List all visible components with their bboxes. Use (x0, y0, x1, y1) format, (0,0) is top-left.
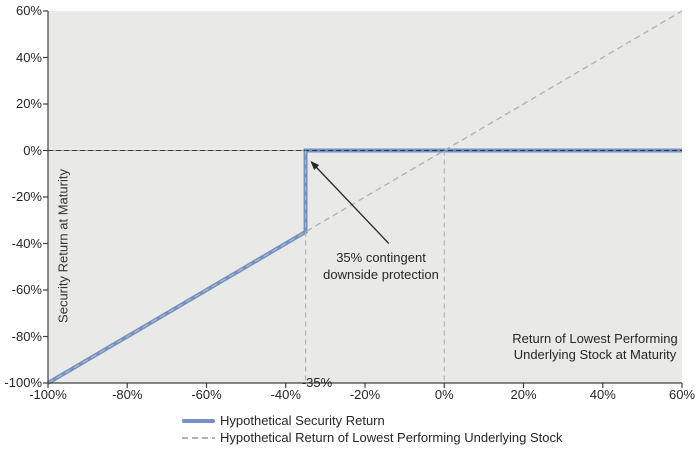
annotation-arrow (310, 161, 390, 244)
x-tick-label: 60% (668, 387, 696, 402)
annotation-line1: 35% contingent (336, 250, 426, 265)
y-tick-label: 40% (15, 49, 42, 65)
legend-swatch-solid-line-icon (182, 418, 215, 423)
y-tick-label: -40% (11, 235, 42, 251)
legend-item-security-return: Hypothetical Security Return (182, 412, 563, 429)
annotation-line2: downside protection (323, 267, 439, 282)
y-tick-label: -80% (11, 328, 42, 344)
x-axis-title-line2: Underlying Stock at Maturity (513, 347, 677, 362)
y-tick-label: 0% (23, 142, 42, 158)
x-tick-label: 20% (510, 387, 537, 402)
x-tick-label: 40% (589, 387, 616, 402)
y-tick-label: -100% (4, 375, 42, 390)
x-tick-label: -60% (191, 387, 222, 402)
legend: Hypothetical Security Return Hypothetica… (182, 412, 563, 446)
x-tick-label: -100% (29, 387, 67, 402)
y-tick-label: 60% (15, 3, 42, 18)
y-tick-label: -20% (11, 189, 42, 204)
y-tick-label: -60% (11, 282, 42, 297)
x-axis-title: Return of Lowest Performing Underlying S… (455, 331, 700, 363)
legend-swatch-dashed-line-icon (182, 436, 215, 439)
x-axis-title-line1: Return of Lowest Performing (512, 331, 678, 346)
series-line-1 (47, 10, 683, 384)
legend-item-underlying-stock: Hypothetical Return of Lowest Performing… (182, 429, 563, 446)
x-tick-label: -80% (112, 387, 143, 402)
legend-label-underlying-stock: Hypothetical Return of Lowest Performing… (220, 430, 563, 445)
x-tick-label: -20% (349, 387, 381, 402)
x-tick-label: -40% (270, 387, 301, 402)
y-tick-label: 20% (15, 96, 42, 111)
x-tick-label-minus-35pct: -35% (301, 375, 333, 390)
annotation-text: 35% contingent downside protection (281, 249, 481, 283)
y-axis-title: Security Return at Maturity (55, 169, 71, 323)
legend-label-security-return: Hypothetical Security Return (220, 413, 385, 428)
x-tick-label: 0% (434, 387, 454, 402)
